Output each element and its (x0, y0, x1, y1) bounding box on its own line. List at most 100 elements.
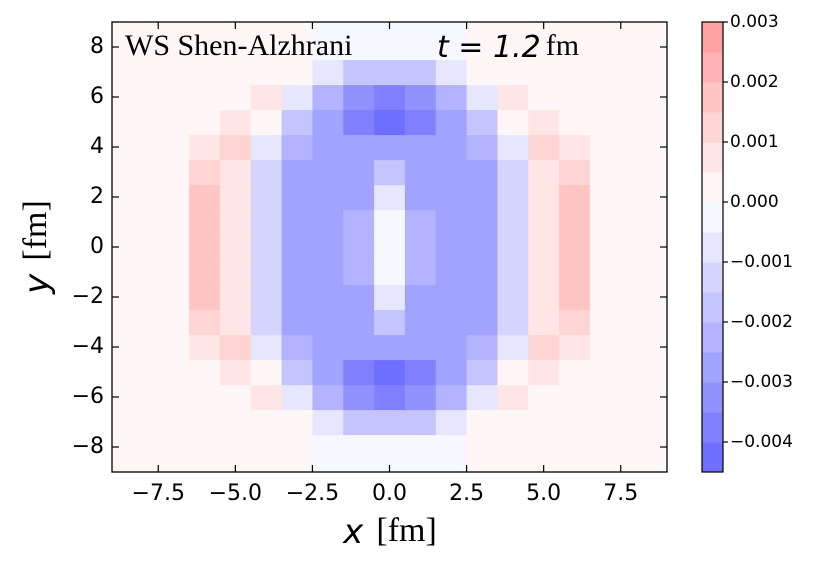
contour-cell (528, 109, 560, 136)
contour-cell (466, 434, 499, 461)
contour-cell (435, 109, 468, 136)
contour-cell (158, 84, 190, 111)
colorbar-band (702, 412, 723, 443)
contour-cell (374, 434, 406, 461)
contour-cell (281, 334, 314, 361)
contour-cell (343, 84, 375, 111)
plot-frame (111, 21, 668, 473)
contour-cell (620, 209, 653, 236)
contour-cell (620, 259, 653, 286)
contour-cell (158, 22, 190, 36)
contour-cell (281, 384, 314, 411)
contour-cell (497, 134, 529, 161)
contour-cell (435, 59, 468, 86)
contour-cell (343, 459, 375, 472)
colorbar-band (702, 112, 723, 143)
contour-cell (281, 22, 314, 36)
contour-cell (343, 309, 375, 336)
contour-cell (127, 209, 159, 236)
contour-cell (250, 359, 283, 386)
contour-cell (127, 184, 159, 211)
contour-cell (158, 234, 190, 261)
contour-cell (112, 22, 129, 36)
contour-cell (497, 259, 529, 286)
contour-cell (620, 184, 653, 211)
contour-cell (404, 59, 437, 86)
contour-cell (528, 234, 560, 261)
colorbar-band (702, 292, 723, 323)
contour-cell (528, 409, 560, 436)
contour-cell (466, 209, 499, 236)
contour-cell (497, 84, 529, 111)
contour-cell (559, 134, 591, 161)
contour-cell (219, 284, 252, 311)
contour-cell (158, 334, 190, 361)
contour-cell (404, 459, 437, 472)
colorbar-band (702, 172, 723, 203)
contour-cell (651, 309, 667, 336)
contour-cell (497, 384, 529, 411)
colorbar-frame (701, 21, 724, 473)
contour-cell (651, 259, 667, 286)
contour-cell (651, 159, 667, 186)
contour-cell (189, 234, 221, 261)
y-label-unit: [fm] (17, 200, 54, 260)
contour-cell (281, 409, 314, 436)
contour-cell (589, 259, 622, 286)
colorbar-band (702, 82, 723, 113)
contour-cell (250, 84, 283, 111)
contour-cell (374, 134, 406, 161)
contour-cell (528, 134, 560, 161)
contour-cell (559, 409, 591, 436)
contour-cell (281, 159, 314, 186)
contour-cell (312, 34, 344, 61)
contour-cell (374, 34, 406, 61)
contour-cell (404, 84, 437, 111)
contour-cell (312, 309, 344, 336)
x-tick-label: 0.0 (372, 481, 407, 506)
contour-cell (497, 159, 529, 186)
contour-cell (158, 384, 190, 411)
contour-cell (343, 34, 375, 61)
contour-cell (127, 359, 159, 386)
x-tick-label: 5.0 (526, 481, 561, 506)
colorbar-band (702, 52, 723, 83)
contour-cell (374, 359, 406, 386)
contour-cell (404, 359, 437, 386)
colorbar-band (702, 442, 723, 473)
contour-cell (112, 334, 129, 361)
colorbar-tick-label: 0.001 (730, 132, 779, 152)
contour-cell (312, 434, 344, 461)
contour-cell (620, 22, 653, 36)
contour-cell (559, 359, 591, 386)
contour-cell (435, 159, 468, 186)
contour-cell (589, 184, 622, 211)
contour-cell (374, 384, 406, 411)
contour-cell (250, 384, 283, 411)
contour-cell (219, 384, 252, 411)
contour-cell (374, 59, 406, 86)
contour-cell (312, 109, 344, 136)
contour-cell (559, 434, 591, 461)
contour-cell (189, 359, 221, 386)
colorbar-tick-label: −0.002 (730, 312, 793, 332)
contour-cell (404, 409, 437, 436)
x-tick-label: 7.5 (603, 481, 638, 506)
colorbar-band (702, 22, 723, 53)
contour-cell (497, 209, 529, 236)
contour-cell (528, 434, 560, 461)
contour-cell (112, 159, 129, 186)
contour-cell (435, 22, 468, 36)
contour-cell (589, 334, 622, 361)
contour-cell (435, 284, 468, 311)
contour-cell (112, 459, 129, 472)
contour-cell (219, 434, 252, 461)
contour-cell (112, 234, 129, 261)
contour-cell (497, 459, 529, 472)
contour-cell (281, 259, 314, 286)
contour-cell (250, 134, 283, 161)
contour-cell (651, 459, 667, 472)
contour-cell (281, 359, 314, 386)
contour-cell (250, 234, 283, 261)
